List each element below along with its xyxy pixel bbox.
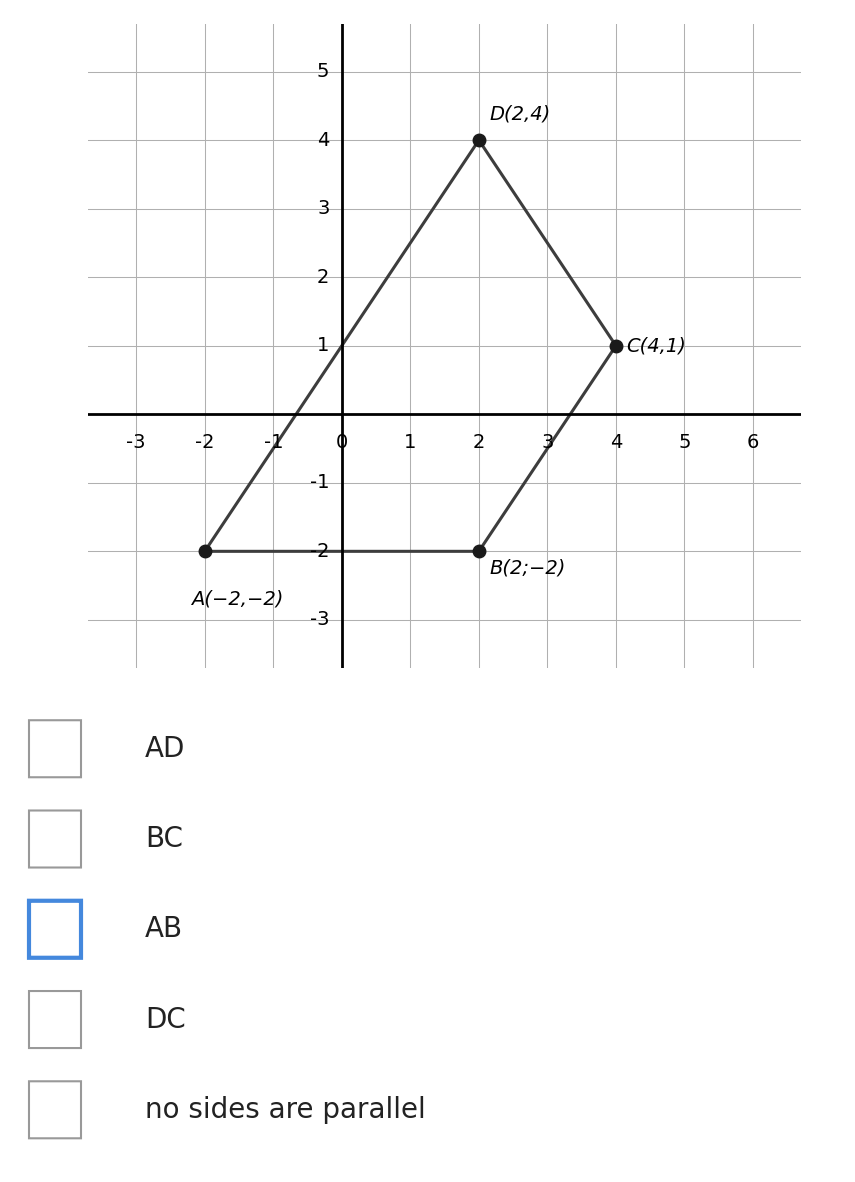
Text: 1: 1	[404, 434, 416, 453]
Text: 2: 2	[317, 267, 329, 287]
Text: 0: 0	[336, 434, 348, 453]
Text: 5: 5	[678, 434, 691, 453]
Text: BC: BC	[145, 825, 183, 853]
Text: 6: 6	[746, 434, 759, 453]
FancyBboxPatch shape	[29, 720, 81, 778]
Text: 3: 3	[541, 434, 553, 453]
FancyBboxPatch shape	[29, 901, 81, 957]
Text: DC: DC	[145, 1006, 186, 1033]
Text: C(4,1): C(4,1)	[626, 336, 686, 356]
Text: -1: -1	[310, 473, 329, 492]
FancyBboxPatch shape	[29, 1082, 81, 1138]
Text: no sides are parallel: no sides are parallel	[145, 1096, 426, 1124]
FancyBboxPatch shape	[29, 991, 81, 1048]
Text: 5: 5	[317, 63, 329, 82]
Text: -3: -3	[127, 434, 146, 453]
Text: AB: AB	[145, 915, 183, 943]
Text: 4: 4	[317, 131, 329, 150]
Text: AD: AD	[145, 735, 186, 762]
Text: -2: -2	[195, 434, 215, 453]
Text: D(2,4): D(2,4)	[489, 104, 551, 123]
Text: -3: -3	[310, 610, 329, 629]
Text: 1: 1	[317, 336, 329, 356]
Text: 3: 3	[317, 200, 329, 219]
Text: A(−2,−2): A(−2,−2)	[191, 589, 283, 608]
Text: B(2;−2): B(2;−2)	[489, 559, 565, 578]
Text: 2: 2	[473, 434, 485, 453]
FancyBboxPatch shape	[29, 811, 81, 868]
Text: 4: 4	[610, 434, 622, 453]
Text: -1: -1	[263, 434, 283, 453]
Text: -2: -2	[310, 541, 329, 560]
